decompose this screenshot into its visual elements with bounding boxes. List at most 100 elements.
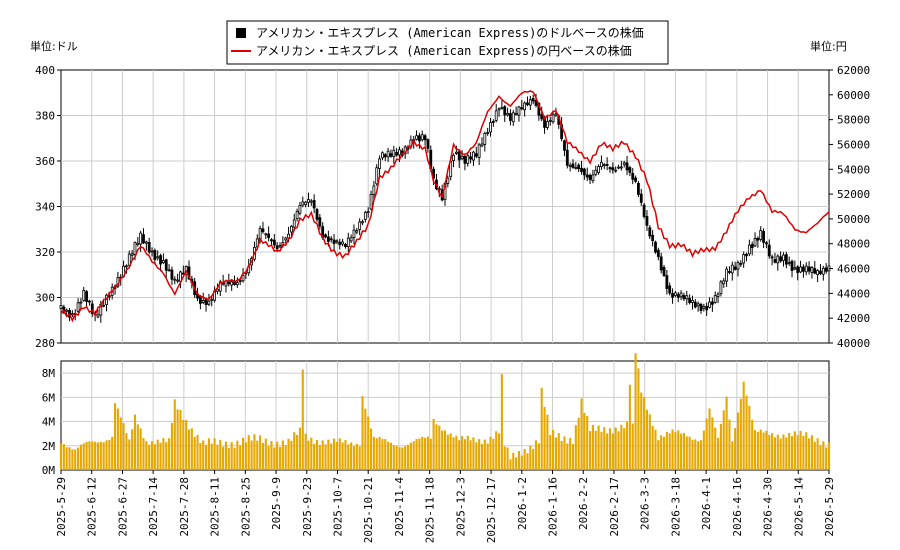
candle-body — [804, 265, 808, 273]
volume-bar — [298, 427, 301, 470]
candle-body — [537, 103, 541, 116]
date-tick-label: 2025-6-12 — [86, 477, 99, 537]
candle-body — [204, 298, 208, 305]
volume-bar — [253, 434, 256, 470]
candle-body — [682, 295, 686, 300]
candle-body — [187, 266, 191, 280]
volume-bar — [367, 416, 370, 470]
volume-bar — [68, 447, 71, 470]
candle-body — [318, 217, 322, 227]
candle-body — [332, 239, 336, 244]
candle-body — [634, 177, 637, 182]
volume-bar — [503, 446, 506, 470]
right-tick-label: 42000 — [837, 312, 870, 325]
volume-bar — [441, 430, 444, 470]
volume-bar — [338, 438, 341, 470]
candle-body — [210, 298, 214, 301]
candle-body — [574, 167, 578, 169]
volume-bar — [261, 442, 265, 470]
volume-bar — [583, 412, 586, 470]
volume-bar — [395, 445, 398, 470]
date-tick-label: 2025-11-18 — [424, 477, 437, 543]
candle-body — [147, 241, 151, 253]
candle-body — [762, 231, 765, 243]
volume-bar — [321, 440, 324, 470]
volume-bar — [606, 433, 609, 470]
volume-bar — [202, 440, 205, 470]
candle-body — [324, 234, 327, 238]
candle-body — [597, 166, 600, 173]
candle-body — [585, 174, 589, 178]
volume-bar — [825, 447, 828, 470]
candle-body — [301, 201, 305, 206]
date-tick-label: 2025-11-4 — [393, 477, 406, 537]
candle-body — [605, 164, 609, 166]
volume-bar — [65, 447, 68, 470]
price-axis-left: 280 300 320 340 360 380 400 — [35, 64, 61, 350]
candle-body — [551, 114, 555, 123]
candle-body — [568, 164, 572, 167]
candle-body — [96, 314, 100, 318]
volume-bar — [614, 427, 617, 470]
candle-body — [594, 169, 598, 175]
volume-bar — [91, 441, 94, 470]
candle-body — [679, 292, 683, 298]
right-tick-label: 40000 — [837, 337, 870, 350]
volume-bar — [406, 444, 410, 470]
candle-body — [335, 240, 339, 243]
volume-bar — [620, 424, 623, 470]
volume-bar — [691, 439, 694, 470]
candle-body — [671, 293, 674, 298]
candle-body — [779, 256, 783, 262]
volume-bar — [762, 432, 765, 470]
volume-bar — [813, 441, 816, 470]
volume-bar — [310, 437, 313, 470]
volume-bar — [116, 408, 119, 470]
volume-bar — [688, 436, 691, 470]
volume-bar — [452, 437, 455, 470]
volume-bar — [350, 442, 353, 470]
candle-body — [207, 300, 211, 305]
volume-bar — [722, 410, 725, 470]
volume-bar — [344, 440, 347, 470]
candle-body — [369, 193, 373, 210]
candle-body — [366, 211, 370, 213]
date-tick-label: 2026-2-17 — [608, 477, 621, 537]
volume-bar — [466, 435, 469, 470]
candle-body — [383, 154, 387, 158]
volume-bar — [654, 429, 657, 470]
candle-body — [534, 100, 538, 106]
volume-bar — [159, 442, 162, 470]
volume-bar — [446, 434, 449, 470]
volume-bar — [62, 444, 65, 470]
volume-bar — [207, 438, 210, 470]
legend: アメリカン・エキスプレス (American Express)のドルベースの株価… — [226, 20, 669, 65]
volume-bar — [355, 443, 358, 470]
candle-body — [127, 253, 131, 266]
volume-bar — [597, 425, 600, 470]
volume-bar — [648, 414, 651, 470]
volume-bar — [557, 433, 560, 470]
candle-body — [548, 120, 552, 122]
right-tick-label: 48000 — [837, 238, 870, 251]
candle-body — [656, 249, 660, 257]
volume-bar — [611, 433, 614, 470]
volume-bar — [543, 407, 546, 470]
volume-bar — [213, 438, 216, 470]
volume-bar — [711, 417, 714, 470]
volume-bar — [276, 441, 279, 470]
volume-bar — [387, 441, 390, 470]
candle-body — [295, 210, 299, 220]
volume-bar — [822, 441, 825, 470]
right-tick-label: 44000 — [837, 287, 870, 300]
candle-body — [304, 201, 308, 206]
volume-bar — [540, 387, 543, 470]
candle-body — [176, 279, 180, 282]
candle-body — [235, 282, 239, 286]
candle-body — [591, 174, 595, 182]
candle-body — [198, 296, 202, 304]
candle-body — [725, 268, 728, 282]
volume-bar — [273, 447, 276, 470]
volume-bar — [131, 429, 134, 470]
volume-bar — [657, 440, 660, 470]
